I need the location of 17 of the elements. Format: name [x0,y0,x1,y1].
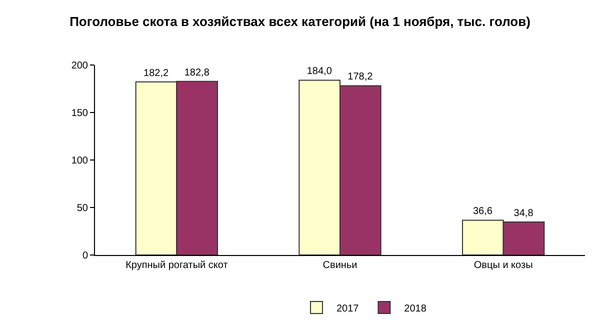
data-label: 36,6 [472,206,493,218]
y-tick-label: 50 [76,203,88,214]
x-tick-label: Свиньи [322,260,358,271]
legend-label: 2018 [404,303,427,314]
data-label: 182,2 [144,68,169,79]
x-tick-label: Овцы и козы [474,260,533,271]
chart-title: Поголовье скота в хозяйствах всех категорий (на 1 ноября, тыс. голов) [70,14,530,29]
data-label: 182,8 [184,67,210,78]
legend-label: 2017 [336,303,360,314]
y-tick-label: 100 [71,156,88,166]
data-label: 184,0 [306,66,332,78]
data-label: 178,2 [348,72,374,83]
y-tick-label: 0 [82,250,88,262]
x-tick-label: Крупный рогатый скот [126,260,228,271]
y-tick-label: 200 [71,60,88,72]
data-label: 34,8 [514,208,534,219]
y-tick-label: 150 [71,108,88,119]
